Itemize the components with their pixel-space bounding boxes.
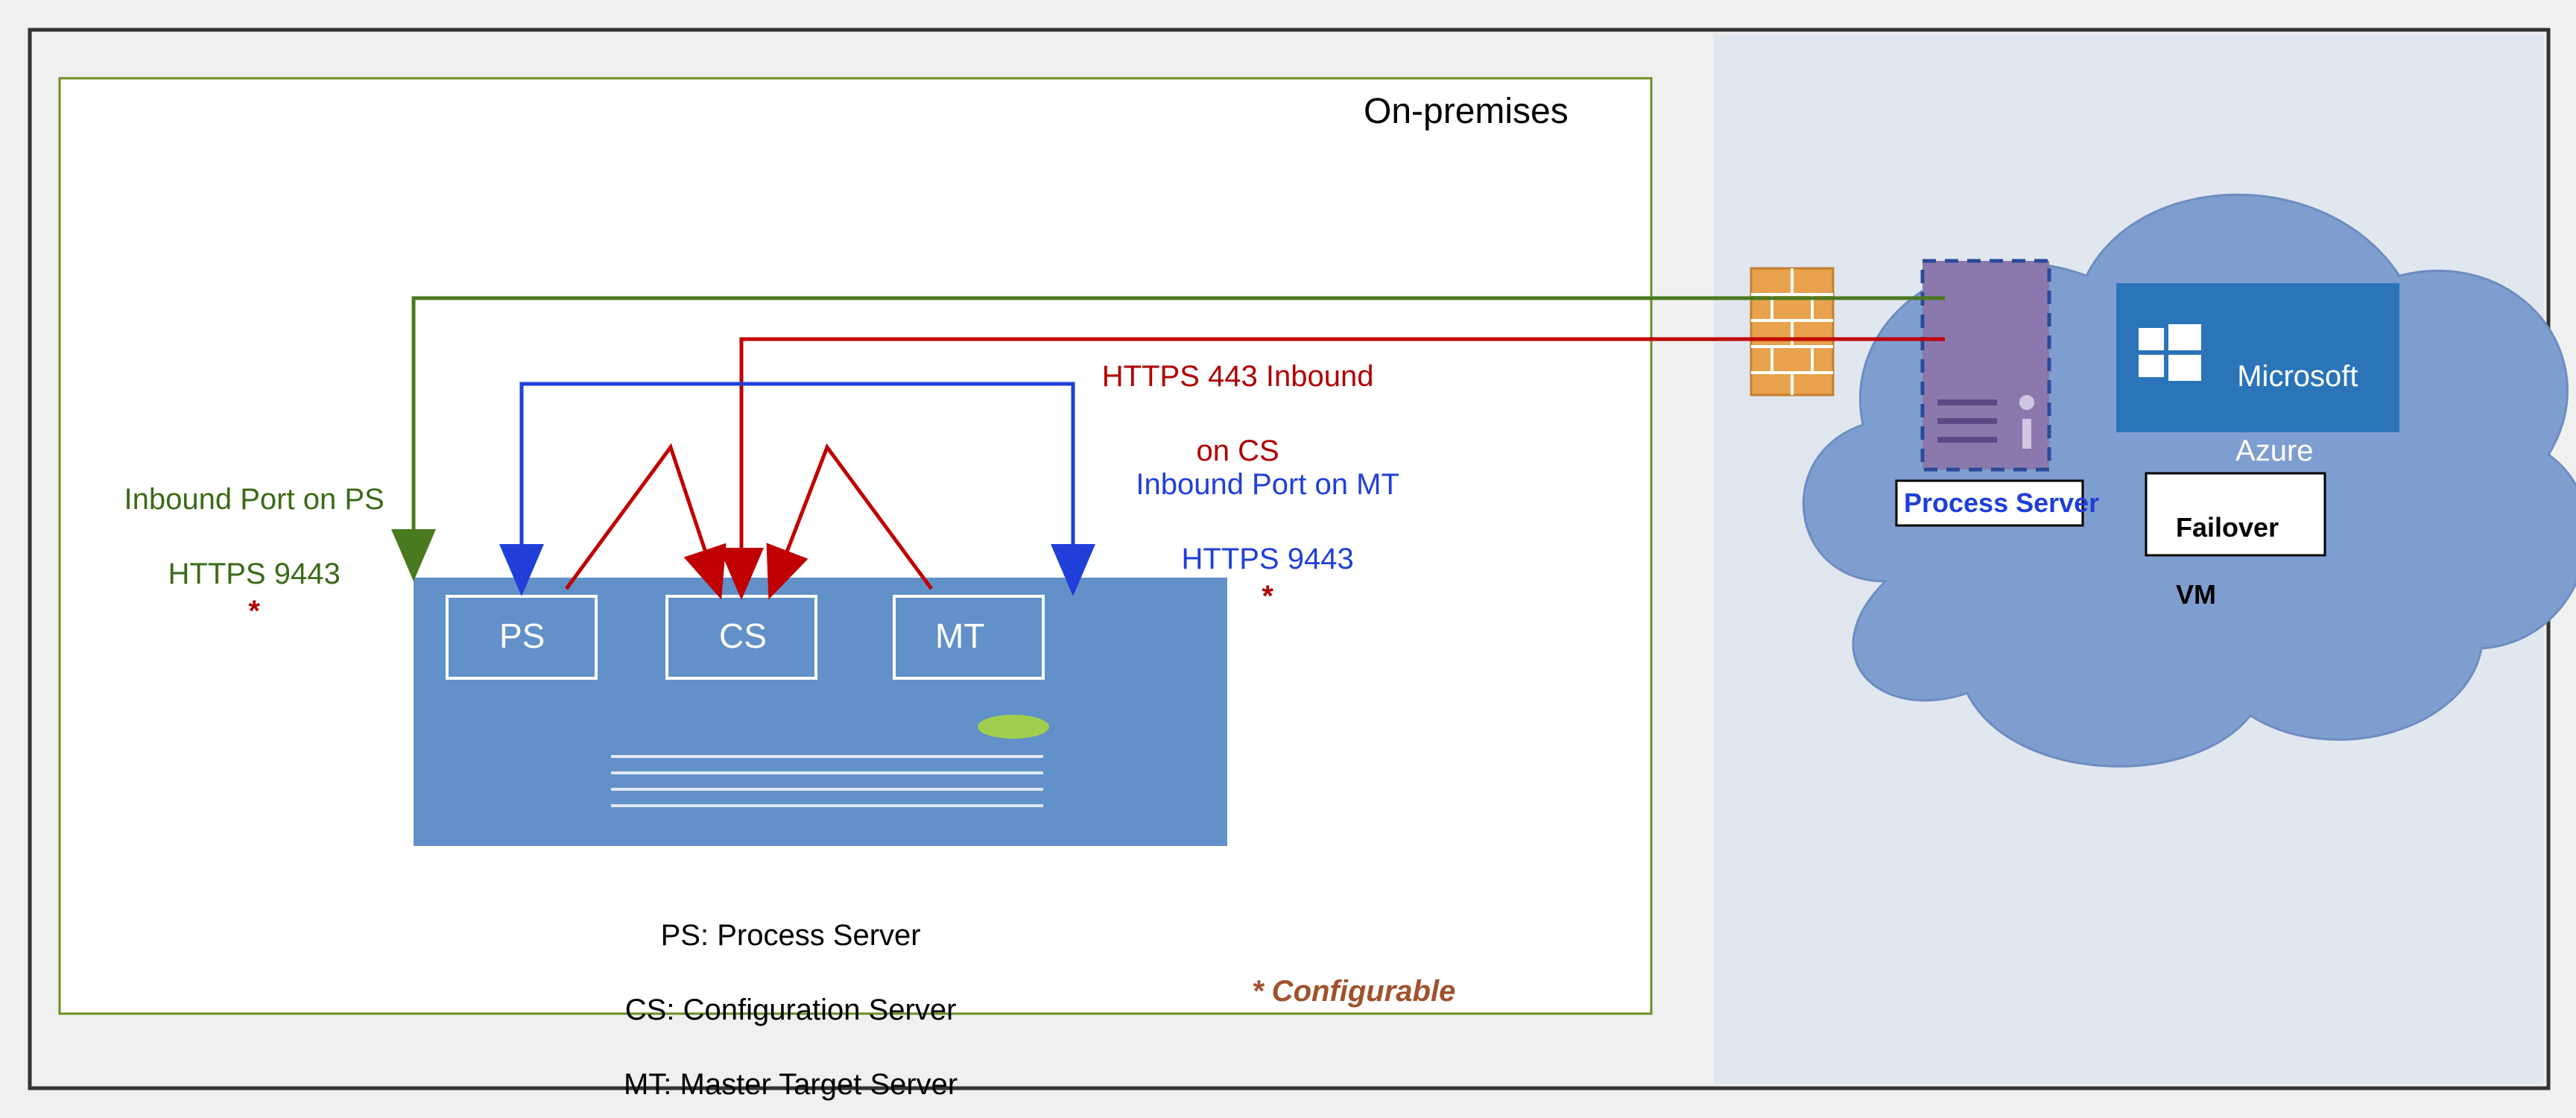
ps-port-line2: HTTPS 9443	[168, 558, 341, 590]
legend-ps: PS: Process Server	[661, 919, 921, 952]
failover-line1: Failover	[2176, 512, 2279, 543]
legend-cs: CS: Configuration Server	[625, 994, 957, 1026]
slot-cs-label: CS	[719, 615, 767, 658]
diagram-canvas: On-premises PS CS MT Inbound Port on PS …	[0, 0, 2576, 1118]
mt-port-line1: Inbound Port on MT	[1136, 468, 1399, 501]
legend-block: PS: Process Server CS: Configuration Ser…	[581, 879, 984, 1103]
failover-vm-label: Failover VM	[2161, 477, 2279, 611]
legend-mt: MT: Master Target Server	[624, 1068, 958, 1101]
cs-port-label: HTTPS 443 Inbound on CS	[1073, 320, 1386, 470]
cs-port-line2: on CS	[1197, 435, 1279, 467]
configurable-note: * Configurable	[1252, 973, 1455, 1010]
azure-line1: Microsoft	[2237, 360, 2358, 393]
firewall-icon	[1751, 268, 1833, 395]
mt-port-star: *	[1262, 580, 1273, 613]
cs-port-line1: HTTPS 443 Inbound	[1102, 360, 1374, 393]
azure-line2: Azure	[2235, 435, 2314, 467]
ps-port-line1: Inbound Port on PS	[124, 483, 384, 516]
failover-line2: VM	[2176, 579, 2216, 610]
mt-port-line2: HTTPS 9443	[1182, 543, 1354, 575]
process-server-label: Process Server	[1904, 486, 2099, 519]
slot-ps-label: PS	[499, 615, 545, 658]
on-prem-title: On-premises	[1364, 89, 1569, 134]
slot-mt-label: MT	[935, 615, 984, 658]
azure-tile-text: Microsoft Azure	[2221, 320, 2358, 470]
server-led	[978, 715, 1049, 739]
ps-port-star: *	[248, 595, 260, 628]
process-server-icon	[1922, 261, 2049, 470]
ps-port-label: Inbound Port on PS HTTPS 9443 *	[97, 443, 395, 630]
